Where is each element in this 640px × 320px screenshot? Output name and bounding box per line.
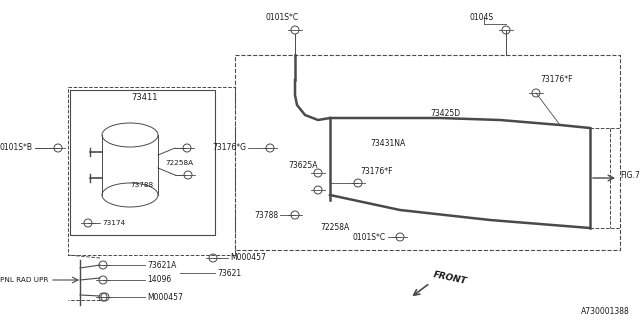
Text: M000457: M000457 [230,253,266,262]
Text: 73431NA: 73431NA [370,139,405,148]
Text: 73788: 73788 [130,182,153,188]
Text: 73176*G: 73176*G [212,143,246,153]
Text: 72258A: 72258A [165,160,193,166]
Text: 72258A: 72258A [320,223,349,233]
Text: 0101S*C: 0101S*C [266,12,299,21]
Text: 73788: 73788 [254,211,278,220]
Text: 73411: 73411 [132,92,158,101]
Text: FRONT: FRONT [432,270,467,286]
Text: 73625A: 73625A [289,161,318,170]
Text: 73621: 73621 [217,268,241,277]
Text: 0104S: 0104S [470,12,494,21]
Text: 73174: 73174 [102,220,125,226]
Text: A730001388: A730001388 [581,308,630,316]
Text: 73176*F: 73176*F [540,76,573,84]
Text: 73621A: 73621A [147,260,177,269]
Text: 14096: 14096 [147,276,172,284]
Text: M000457: M000457 [147,292,183,301]
Text: 73176*F: 73176*F [360,167,392,177]
Text: PNL RAD UPR: PNL RAD UPR [0,277,48,283]
Text: 0101S*C: 0101S*C [353,233,386,242]
Text: FIG.730-3: FIG.730-3 [620,171,640,180]
Text: 0101S*B: 0101S*B [0,143,33,153]
Text: 73425D: 73425D [430,108,460,117]
